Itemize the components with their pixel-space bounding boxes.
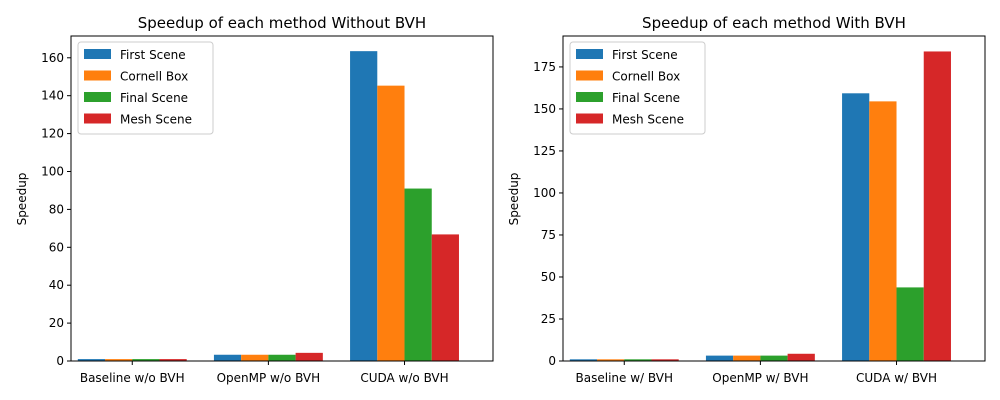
- y-tick-label: 120: [41, 127, 64, 141]
- x-tick-label-openmp-w-o-bvh: OpenMP w/o BVH: [217, 371, 321, 385]
- legend-box: [77, 41, 214, 135]
- y-tick-label: 80: [49, 202, 64, 216]
- y-tick-label: 20: [49, 316, 64, 330]
- x-tick-label-baseline-w-o-bvh: Baseline w/o BVH: [80, 371, 185, 385]
- bar-final-scene-cuda-w-o-bvh: [404, 188, 432, 361]
- bar-first-scene-cuda-w-o-bvh: [350, 51, 378, 361]
- bar-mesh-scene-baseline-w-bvh: [651, 359, 679, 361]
- x-tick-label-cuda-w-bvh: CUDA w/ BVH: [856, 371, 937, 385]
- legend-swatch-cornell-box: [84, 70, 111, 81]
- legend: First Scene Cornell Box Final Scene Mesh Sc…: [569, 41, 706, 135]
- legend-swatch-first-scene: [84, 49, 111, 59]
- bar-cornell-box-baseline-w-bvh: [597, 359, 625, 361]
- bar-first-scene-openmp-w-bvh: [705, 355, 734, 361]
- bar-cornell-box-openmp-w-o-bvh: [241, 354, 269, 361]
- bar-first-scene-openmp-w-o-bvh: [213, 354, 242, 361]
- y-tick-label: 25: [541, 312, 556, 326]
- legend-label-first-scene: First Scene: [120, 48, 186, 62]
- x-tick-label-baseline-w-bvh: Baseline w/ BVH: [576, 371, 673, 385]
- bar-cornell-box-cuda-w-bvh: [869, 101, 897, 362]
- y-tick-label: 0: [548, 354, 556, 368]
- y-tick-label: 160: [41, 51, 64, 65]
- y-tick-label: 75: [541, 228, 556, 242]
- y-axis-label: Speedup: [15, 173, 29, 226]
- bar-cornell-box-openmp-w-bvh: [733, 355, 761, 361]
- bar-first-scene-baseline-w-o-bvh: [77, 359, 106, 361]
- bar-mesh-scene-baseline-w-o-bvh: [159, 359, 187, 361]
- legend-swatch-mesh-scene: [576, 113, 603, 124]
- bar-mesh-scene-cuda-w-o-bvh: [431, 234, 459, 361]
- y-tick-label: 50: [541, 270, 556, 284]
- chart-without-bvh: Speedup of each method Without BVH Speed…: [15, 14, 494, 385]
- y-tick-label: 125: [533, 144, 556, 158]
- plot-frame: [70, 35, 494, 362]
- y-tick-label: 60: [49, 240, 64, 254]
- plot-frame: [562, 35, 986, 362]
- chart-with-bvh: Speedup of each method With BVH Speedup …: [507, 14, 986, 385]
- bar-mesh-scene-cuda-w-bvh: [923, 51, 951, 362]
- bar-cornell-box-baseline-w-o-bvh: [105, 359, 133, 361]
- bar-mesh-scene-openmp-w-o-bvh: [295, 352, 323, 361]
- x-tick-label-openmp-w-bvh: OpenMP w/ BVH: [712, 371, 808, 385]
- legend-label-first-scene: First Scene: [612, 48, 678, 62]
- legend-swatch-mesh-scene: [84, 113, 111, 124]
- bar-first-scene-baseline-w-bvh: [569, 359, 598, 361]
- legend-swatch-final-scene: [576, 92, 603, 102]
- bar-final-scene-baseline-w-bvh: [624, 359, 652, 361]
- legend-box: [569, 41, 706, 135]
- bar-final-scene-baseline-w-o-bvh: [132, 359, 160, 361]
- legend-label-final-scene: Final Scene: [612, 91, 680, 105]
- bar-mesh-scene-openmp-w-bvh: [787, 353, 815, 361]
- x-tick-label-cuda-w-o-bvh: CUDA w/o BVH: [360, 371, 448, 385]
- bar-first-scene-cuda-w-bvh: [842, 93, 870, 362]
- y-tick-label: 100: [533, 186, 556, 200]
- y-tick-label: 150: [533, 102, 556, 116]
- legend: First Scene Cornell Box Final Scene Mesh Sc…: [77, 41, 214, 135]
- y-tick-label: 0: [56, 354, 64, 368]
- legend-swatch-final-scene: [84, 92, 111, 102]
- legend-label-final-scene: Final Scene: [120, 91, 188, 105]
- y-tick-label: 140: [41, 89, 64, 103]
- bar-final-scene-openmp-w-bvh: [760, 355, 788, 361]
- legend-swatch-cornell-box: [576, 70, 603, 81]
- bar-cornell-box-cuda-w-o-bvh: [377, 85, 405, 362]
- legend-label-cornell-box: Cornell Box: [612, 70, 680, 84]
- legend-label-cornell-box: Cornell Box: [120, 70, 188, 84]
- y-axis-label: Speedup: [507, 173, 521, 226]
- chart-title: Speedup of each method Without BVH: [138, 14, 426, 32]
- y-tick-label: 100: [41, 165, 64, 179]
- bar-final-scene-openmp-w-o-bvh: [268, 354, 296, 361]
- y-tick-label: 40: [49, 278, 64, 292]
- legend-label-mesh-scene: Mesh Scene: [120, 113, 192, 127]
- chart-title: Speedup of each method With BVH: [642, 14, 906, 32]
- y-tick-label: 175: [533, 60, 556, 74]
- legend-swatch-first-scene: [576, 49, 603, 59]
- legend-label-mesh-scene: Mesh Scene: [612, 113, 684, 127]
- bar-final-scene-cuda-w-bvh: [896, 287, 924, 361]
